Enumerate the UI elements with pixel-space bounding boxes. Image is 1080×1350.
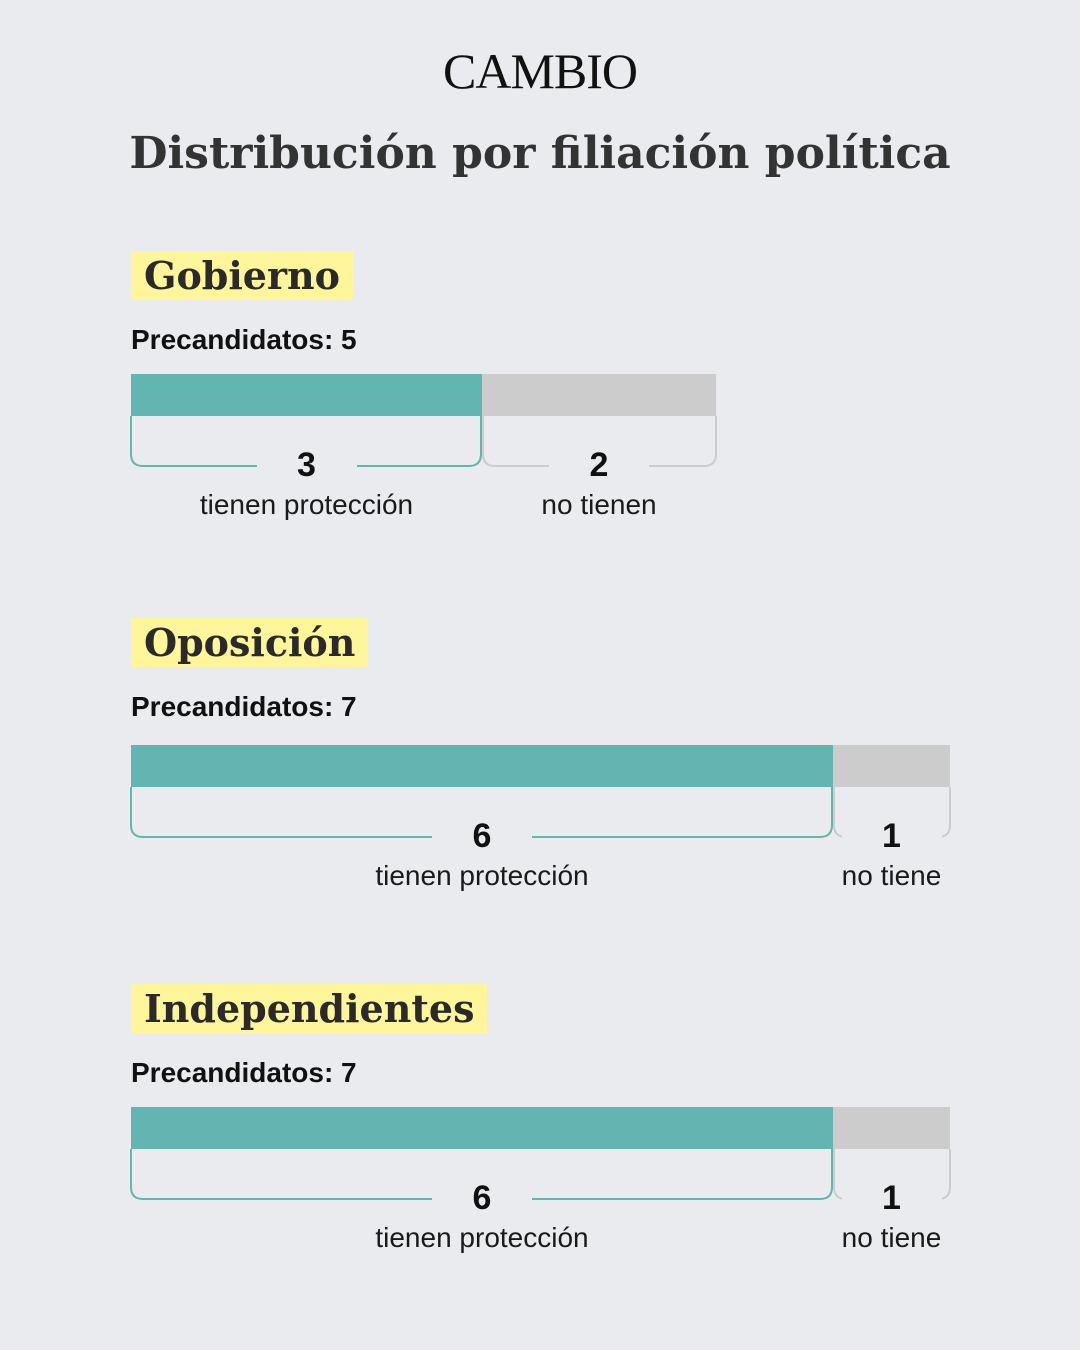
group-label-independientes: Independientes [131,984,488,1033]
label-protected-gobierno: tienen protección [199,489,414,520]
bar-unprotected-gobierno [482,374,716,416]
value-protected-oposicion: 6 [432,816,532,856]
chart-title: Distribución por filiación política [129,128,951,179]
count-independientes: Precandidatos: 7 [131,1057,357,1088]
value-protected-independientes: 6 [432,1178,532,1218]
label-unprotected-gobierno: no tienen [541,489,657,520]
bar-protected-independientes [131,1107,833,1149]
brand-logo: CAMBIO [442,43,638,99]
bar-protected-oposicion [131,745,833,787]
label-protected-oposicion: tienen protección [375,860,589,891]
count-oposicion: Precandidatos: 7 [131,691,357,722]
bar-unprotected-oposicion [833,745,950,787]
bar-protected-gobierno [131,374,482,416]
value-protected-gobierno: 3 [256,445,357,485]
label-unprotected-independientes: no tiene [841,1222,942,1253]
group-label-oposicion: Oposición [131,618,369,667]
label-protected-independientes: tienen protección [375,1222,589,1253]
count-gobierno: Precandidatos: 5 [131,324,357,355]
group-label-gobierno: Gobierno [131,251,353,300]
value-unprotected-gobierno: 2 [549,445,649,485]
value-unprotected-independientes: 1 [841,1178,942,1218]
value-unprotected-oposicion: 1 [841,816,942,856]
bar-unprotected-independientes [833,1107,950,1149]
label-unprotected-oposicion: no tiene [841,860,942,891]
